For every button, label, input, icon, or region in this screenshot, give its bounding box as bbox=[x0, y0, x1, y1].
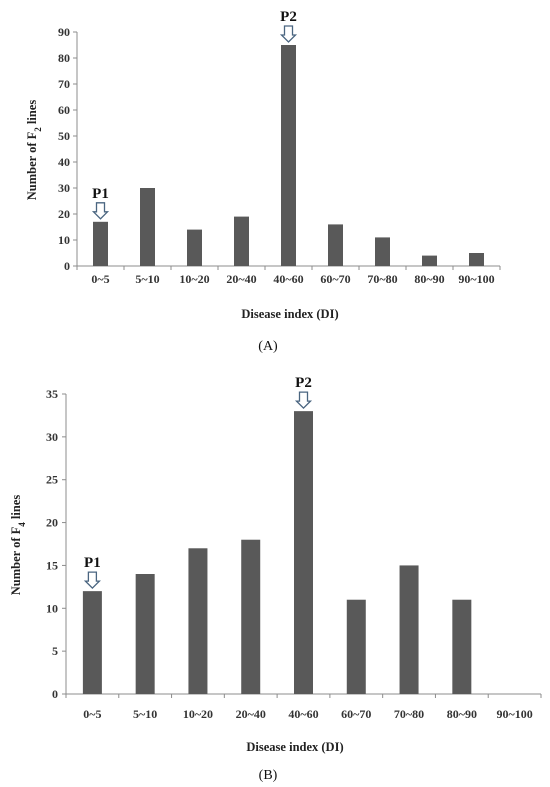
down-arrow-icon bbox=[294, 391, 313, 410]
x-axis-label: Disease index (DI) bbox=[246, 740, 343, 754]
bar bbox=[234, 216, 249, 266]
chart-a: Number of F2 lines Disease index (DI) (A… bbox=[25, 9, 501, 354]
bar bbox=[93, 221, 108, 266]
bar bbox=[399, 565, 419, 694]
bar bbox=[140, 188, 155, 266]
y-tick-label: 70 bbox=[58, 77, 70, 91]
x-tick-label: 40~60 bbox=[273, 272, 303, 286]
bar bbox=[135, 574, 155, 694]
y-axis-label: Number of F4 lines bbox=[9, 495, 27, 596]
x-tick-label: 90~100 bbox=[496, 707, 532, 721]
y-tick-label: 10 bbox=[46, 601, 58, 615]
y-tick-label: 15 bbox=[46, 558, 58, 572]
y-tick-label: 5 bbox=[52, 644, 58, 658]
x-tick-label: 0~5 bbox=[91, 272, 109, 286]
x-tick-label: 10~20 bbox=[183, 707, 213, 721]
y-tick-label: 0 bbox=[52, 687, 58, 701]
y-tick-label: 80 bbox=[58, 51, 70, 65]
bar bbox=[422, 255, 437, 266]
x-tick-label: 20~40 bbox=[236, 707, 266, 721]
marker-label: P2 bbox=[295, 375, 312, 391]
x-tick-label: 90~100 bbox=[458, 272, 494, 286]
y-tick-label: 25 bbox=[46, 473, 58, 487]
bar bbox=[452, 599, 472, 694]
y-tick-label: 50 bbox=[58, 129, 70, 143]
x-tick-label: 80~90 bbox=[414, 272, 444, 286]
y-tick-label: 30 bbox=[46, 430, 58, 444]
x-tick-label: 60~70 bbox=[341, 707, 371, 721]
bar bbox=[187, 229, 202, 266]
bar bbox=[375, 237, 390, 266]
y-axis-label: Number of F2 lines bbox=[25, 100, 43, 201]
x-tick-label: 20~40 bbox=[226, 272, 256, 286]
x-tick-label: 10~20 bbox=[179, 272, 209, 286]
x-axis-label: Disease index (DI) bbox=[241, 307, 338, 321]
y-tick-label: 10 bbox=[58, 233, 70, 247]
panel-label: (A) bbox=[258, 339, 278, 354]
bar bbox=[82, 591, 102, 694]
x-tick-label: 40~60 bbox=[288, 707, 318, 721]
x-tick-label: 80~90 bbox=[447, 707, 477, 721]
bar bbox=[346, 599, 366, 694]
bar bbox=[328, 224, 343, 266]
x-tick-label: 60~70 bbox=[320, 272, 350, 286]
y-tick-label: 30 bbox=[58, 181, 70, 195]
x-tick-label: 5~10 bbox=[135, 272, 159, 286]
marker-label: P2 bbox=[280, 9, 297, 25]
y-tick-label: 0 bbox=[64, 259, 70, 273]
y-tick-label: 90 bbox=[58, 25, 70, 39]
down-arrow-icon bbox=[91, 202, 110, 220]
down-arrow-icon bbox=[279, 25, 298, 43]
y-tick-label: 35 bbox=[46, 387, 58, 401]
down-arrow-icon bbox=[83, 571, 101, 590]
x-tick-label: 5~10 bbox=[133, 707, 157, 721]
y-tick-label: 20 bbox=[46, 516, 58, 530]
bar bbox=[188, 548, 208, 694]
bar bbox=[294, 411, 313, 694]
x-tick-label: 70~80 bbox=[367, 272, 397, 286]
marker-label: P1 bbox=[92, 186, 109, 202]
panel-label: (B) bbox=[259, 768, 278, 783]
y-tick-label: 40 bbox=[58, 155, 70, 169]
x-tick-label: 70~80 bbox=[394, 707, 424, 721]
x-tick-label: 0~5 bbox=[83, 707, 101, 721]
y-tick-label: 60 bbox=[58, 103, 70, 117]
marker-label: P1 bbox=[84, 555, 101, 571]
bar bbox=[281, 45, 296, 266]
y-tick-label: 20 bbox=[58, 207, 70, 221]
chart-b: Number of F4 lines Disease index (DI) (B… bbox=[9, 375, 542, 783]
bar bbox=[241, 539, 261, 694]
bar bbox=[469, 253, 484, 266]
